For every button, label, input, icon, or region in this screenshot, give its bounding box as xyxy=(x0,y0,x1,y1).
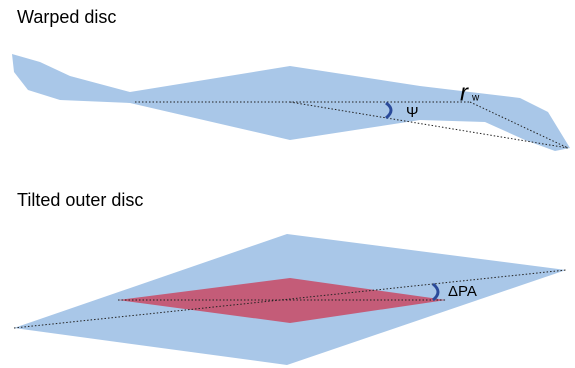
panel-title: Tilted outer disc xyxy=(17,190,143,210)
radius-subscript: w xyxy=(471,93,480,104)
panel-title: Warped disc xyxy=(17,7,116,27)
angle-label: Ψ xyxy=(406,104,419,121)
angle-label: ΔPA xyxy=(448,283,477,300)
page: Warped disc Ψ r w Tilted outer disc ΔPA … xyxy=(0,0,575,368)
radius-label: r xyxy=(460,79,469,106)
diagram: Warped disc Ψ r w Tilted outer disc ΔPA xyxy=(0,0,575,368)
